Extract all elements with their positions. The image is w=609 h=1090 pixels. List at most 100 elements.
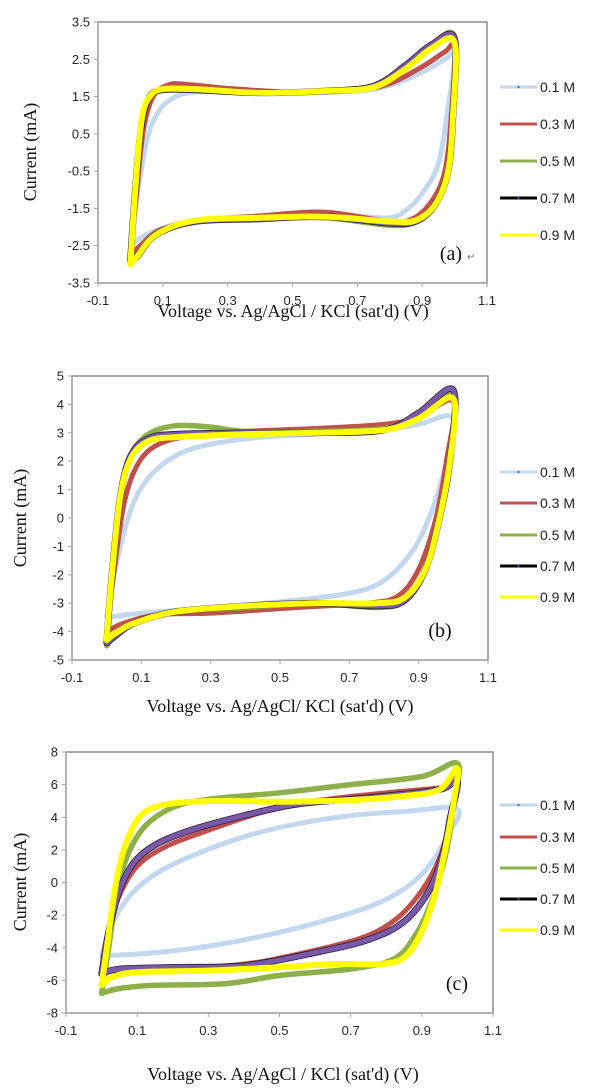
y-tick-label: 3 bbox=[57, 425, 64, 440]
panel-c: -0.1 0.1 0.3 0.5 0.7 0.9 1.1 8 6 4 2 0 -2 -4 -6 -8 Vol… bbox=[10, 745, 575, 1086]
series-09M bbox=[127, 35, 459, 268]
y-tick-label: -2 bbox=[52, 567, 64, 582]
legend-item: 0.9 M bbox=[500, 922, 575, 938]
y-tick-label: 6 bbox=[51, 777, 58, 792]
y-tick-label: 5 bbox=[57, 369, 64, 384]
x-tick-label: 0.1 bbox=[154, 293, 172, 308]
legend-label: 0.3 M bbox=[540, 116, 575, 132]
y-tick-label: -2.5 bbox=[68, 238, 90, 253]
panel-a-return-mark: ↵ bbox=[467, 252, 475, 263]
panel-b-curves bbox=[103, 385, 459, 649]
panel-c-y-axis-title: Current (mA) bbox=[10, 833, 31, 931]
series-curve bbox=[127, 35, 459, 268]
legend-item: 0.9 M bbox=[500, 227, 575, 243]
panel-a-x-tick-labels: -0.1 0.1 0.3 0.5 0.7 0.9 1.1 bbox=[87, 283, 496, 308]
legend-marker bbox=[517, 501, 520, 505]
y-tick-label: 2 bbox=[51, 842, 58, 857]
panel-a-legend: 0.1 M 0.3 M 0.5 M 0.7 M 0.9 M bbox=[500, 79, 575, 243]
x-tick-label: -0.1 bbox=[87, 293, 109, 308]
x-tick-label: 0.7 bbox=[340, 670, 358, 685]
x-tick-label: 0.5 bbox=[271, 670, 289, 685]
panel-a-label: (a) bbox=[440, 243, 462, 265]
series-09M bbox=[103, 394, 459, 644]
y-tick-label: -6 bbox=[46, 973, 58, 988]
series-curve bbox=[99, 805, 462, 959]
legend-label: 0.7 M bbox=[540, 891, 575, 907]
panel-a-y-tick-labels: 3.5 2.5 1.5 0.5 -0.5 -1.5 -2.5 -3.5 bbox=[68, 15, 98, 291]
panel-b-legend: 0.1 M 0.3 M 0.5 M 0.7 M 0.9 M bbox=[500, 464, 575, 605]
y-tick-label: 8 bbox=[51, 745, 58, 760]
legend-label: 0.5 M bbox=[540, 153, 575, 169]
panel-a-x-axis-title: Voltage vs. Ag/AgCl / KCl (sat'd) (V) bbox=[157, 301, 428, 322]
y-tick-label: 4 bbox=[57, 397, 64, 412]
legend-label: 0.1 M bbox=[540, 464, 575, 480]
panel-b: -0.1 0.1 0.3 0.5 0.7 0.9 1.1 543210-1-2-3-4-5 … bbox=[10, 369, 575, 718]
series-09M bbox=[98, 765, 462, 989]
legend-marker bbox=[517, 928, 520, 932]
y-tick-label: -3 bbox=[52, 596, 64, 611]
y-tick-label: 0 bbox=[51, 875, 58, 890]
x-tick-label: 1.1 bbox=[479, 670, 497, 685]
panel-c-x-axis-title: Voltage vs. Ag/AgCl / KCl (sat'd) (V) bbox=[147, 1064, 418, 1085]
legend-label: 0.9 M bbox=[540, 589, 575, 605]
series-curve bbox=[98, 765, 462, 989]
x-tick-label: 0.3 bbox=[202, 670, 220, 685]
series-01M bbox=[99, 805, 462, 959]
legend-marker bbox=[517, 897, 520, 901]
legend-label: 0.7 M bbox=[540, 558, 575, 574]
panel-a-y-axis-title: Current (mA) bbox=[20, 103, 41, 201]
x-tick-label: 0.1 bbox=[132, 670, 150, 685]
y-tick-label: -0.5 bbox=[68, 164, 90, 179]
y-tick-label: 3.5 bbox=[72, 15, 90, 30]
x-tick-label: -0.1 bbox=[61, 670, 83, 685]
x-tick-label: 0.7 bbox=[342, 1023, 360, 1038]
legend-item: 0.1 M bbox=[500, 797, 575, 813]
y-tick-label: -1 bbox=[52, 539, 64, 554]
legend-label: 0.3 M bbox=[540, 829, 575, 845]
legend-marker bbox=[517, 564, 520, 568]
legend-marker bbox=[517, 122, 520, 126]
panel-b-x-tick-labels: -0.1 0.1 0.3 0.5 0.7 0.9 1.1 bbox=[61, 660, 497, 685]
x-tick-label: 0.1 bbox=[128, 1023, 146, 1038]
x-tick-label: 0.9 bbox=[410, 670, 428, 685]
legend-marker bbox=[517, 835, 520, 839]
x-tick-label: 0.9 bbox=[413, 1023, 431, 1038]
x-tick-label: 1.1 bbox=[484, 1023, 502, 1038]
legend-label: 0.1 M bbox=[540, 79, 575, 95]
y-tick-label: 4 bbox=[51, 810, 58, 825]
legend-marker bbox=[517, 196, 520, 200]
x-tick-label: 0.5 bbox=[283, 293, 301, 308]
legend-label: 0.5 M bbox=[540, 860, 575, 876]
y-tick-label: 1 bbox=[57, 482, 64, 497]
y-tick-label: -4 bbox=[52, 624, 64, 639]
y-tick-label: 1.5 bbox=[72, 89, 90, 104]
x-tick-label: 0.5 bbox=[270, 1023, 288, 1038]
legend-marker bbox=[517, 866, 520, 870]
panel-c-label: (c) bbox=[446, 973, 468, 995]
y-tick-label: -3.5 bbox=[68, 276, 90, 291]
panel-c-legend: 0.1 M 0.3 M 0.5 M 0.7 M 0.9 M bbox=[500, 797, 575, 938]
panel-c-x-tick-labels: -0.1 0.1 0.3 0.5 0.7 0.9 1.1 bbox=[55, 1013, 502, 1038]
legend-marker bbox=[517, 159, 520, 163]
legend-marker bbox=[517, 233, 520, 237]
y-tick-label: 0.5 bbox=[72, 126, 90, 141]
panel-a: -0.1 0.1 0.3 0.5 0.7 0.9 1.1 3.5 2.5 1.5 0.5 -0.5 -… bbox=[20, 15, 575, 323]
panel-b-y-axis-title: Current (mA) bbox=[10, 469, 31, 567]
legend-label: 0.3 M bbox=[540, 495, 575, 511]
legend-item: 0.3 M bbox=[500, 116, 575, 132]
legend-label: 0.7 M bbox=[540, 190, 575, 206]
panel-c-curves bbox=[98, 759, 463, 997]
y-tick-label: -2 bbox=[46, 908, 58, 923]
legend-item: 0.5 M bbox=[500, 860, 575, 876]
legend-item: 0.3 M bbox=[500, 495, 575, 511]
x-tick-label: 0.9 bbox=[413, 293, 431, 308]
panel-b-y-tick-labels: 5 4 3 2 1 0 -1 -2 -3 -4 -5 bbox=[52, 369, 72, 668]
series-curve bbox=[103, 394, 459, 644]
x-tick-label: 1.1 bbox=[478, 293, 496, 308]
legend-marker bbox=[517, 803, 520, 807]
panel-b-label: (b) bbox=[428, 620, 451, 642]
y-tick-label: 2 bbox=[57, 454, 64, 469]
x-tick-label: 0.3 bbox=[199, 1023, 217, 1038]
panel-c-y-tick-labels: 8 6 4 2 0 -2 -4 -6 -8 bbox=[46, 745, 66, 1021]
